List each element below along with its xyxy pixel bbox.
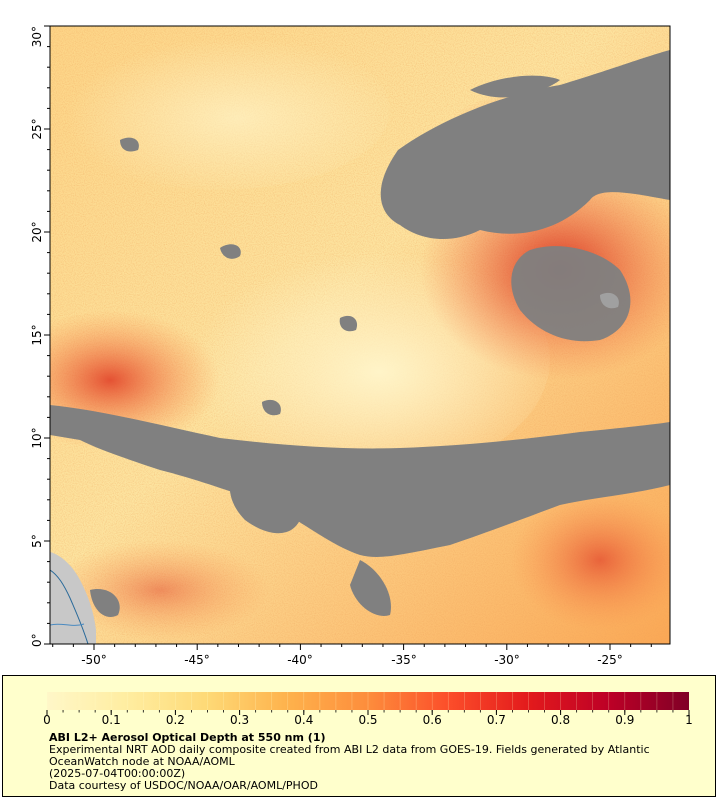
colorbar-steps xyxy=(46,692,674,710)
lon-tick-45w: -45° xyxy=(184,653,210,667)
colorbar-ramp xyxy=(47,692,689,710)
no-data-cloud-mask xyxy=(50,50,670,618)
lat-tick-20: 20° xyxy=(30,221,44,242)
longitude-axis: -50° -45° -40° -35° -30° -25° xyxy=(81,653,623,667)
aod-high-southeast xyxy=(510,490,670,630)
legend-panel: 0 0.1 0.2 0.3 0.4 0.5 0.6 0.7 0.8 0.9 1 ABI L2+ Ae… xyxy=(2,675,716,797)
lon-tick-50w: -50° xyxy=(81,653,107,667)
south-america-land xyxy=(50,552,96,644)
coastline xyxy=(50,569,89,644)
legend-description: Experimental NRT AOD daily composite cre… xyxy=(49,743,650,768)
colorbar-tick-label: 0.1 xyxy=(102,713,121,727)
map-plot-area xyxy=(50,26,670,644)
colorbar: 0 0.1 0.2 0.3 0.4 0.5 0.6 0.7 0.8 0.9 1 xyxy=(43,692,693,727)
latitude-axis: 0° 5° 10° 15° 20° 25° 30° xyxy=(30,26,44,647)
colorbar-tick-label: 0.8 xyxy=(551,713,570,727)
colorbar-tick-label: 0.6 xyxy=(423,713,442,727)
legend-timestamp: (2025-07-04T00:00:00Z) xyxy=(49,767,186,780)
colorbar-tick-label: 1 xyxy=(685,713,693,727)
colorbar-tick-label: 0.3 xyxy=(230,713,249,727)
river xyxy=(50,623,85,626)
lon-tick-35w: -35° xyxy=(391,653,417,667)
axis-ticks xyxy=(44,25,652,650)
lat-tick-10: 10° xyxy=(30,427,44,448)
aod-map-figure: 0° 5° 10° 15° 20° 25° 30° -50° -45° -40°… xyxy=(30,25,671,667)
colorbar-tick-label: 0.5 xyxy=(358,713,377,727)
colorbar-tick-label: 0.4 xyxy=(294,713,313,727)
lat-tick-0: 0° xyxy=(30,633,44,647)
colorbar-tick-label: 0.7 xyxy=(487,713,506,727)
legend-credit: Data courtesy of USDOC/NOAA/OAR/AOML/PHO… xyxy=(49,779,318,792)
lat-tick-25: 25° xyxy=(30,118,44,139)
lon-tick-40w: -40° xyxy=(287,653,313,667)
colorbar-tick-label: 0.2 xyxy=(166,713,185,727)
colorbar-tick-label: 0.9 xyxy=(615,713,634,727)
lon-tick-30w: -30° xyxy=(494,653,520,667)
legend-title: ABI L2+ Aerosol Optical Depth at 550 nm … xyxy=(49,731,326,744)
lat-tick-30: 30° xyxy=(30,26,44,47)
colorbar-tick-label: 0 xyxy=(43,713,51,727)
colorbar-ticks: 0 0.1 0.2 0.3 0.4 0.5 0.6 0.7 0.8 0.9 1 xyxy=(43,710,693,727)
lat-tick-15: 15° xyxy=(30,324,44,345)
lat-tick-5: 5° xyxy=(30,534,44,548)
aod-clean-north xyxy=(50,30,390,190)
lon-tick-25w: -25° xyxy=(597,653,623,667)
